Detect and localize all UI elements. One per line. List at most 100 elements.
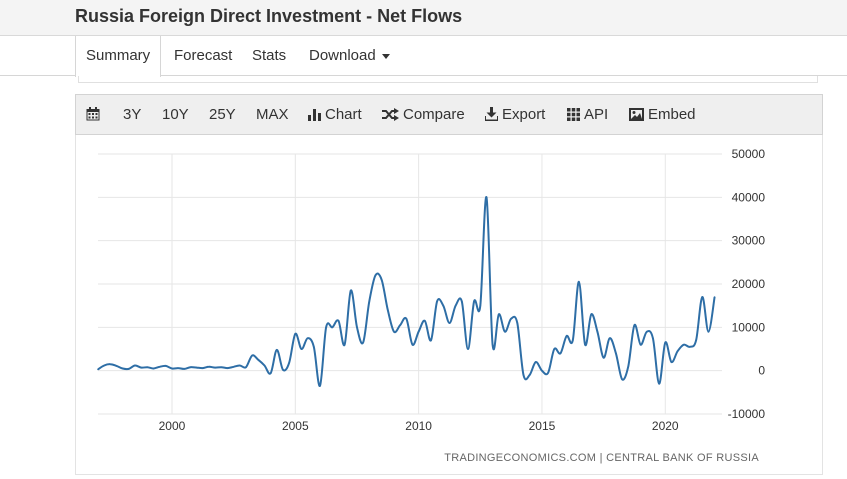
data-point [195,366,198,369]
y-tick-label: 20000 [732,277,766,291]
chart-type-label: Chart [325,106,362,123]
tab-stats[interactable]: Stats [252,47,287,64]
compare-button[interactable]: Compare [382,95,465,134]
chart-toolbar: 3Y 10Y 25Y MAX Chart Compare Export [75,94,823,135]
data-point [664,341,667,344]
range-max-button[interactable]: MAX [256,106,289,123]
grid-icon [567,107,580,121]
data-point [670,361,673,363]
data-point [146,366,149,369]
data-point [707,330,710,333]
data-point [337,320,340,322]
data-point [134,364,136,367]
data-point [282,369,284,371]
data-point [313,346,315,348]
data-point [695,339,697,342]
data-point [516,322,519,324]
summary-panel-edge [78,76,818,83]
data-point [152,367,155,370]
data-point [109,363,112,366]
data-point [115,365,118,367]
data-point [121,367,124,370]
page-header: Russia Foreign Direct Investment - Net F… [0,0,847,36]
data-point [473,300,475,303]
data-point [319,385,321,387]
data-point [547,372,549,374]
data-point [263,364,266,367]
data-point [590,313,593,316]
data-point [417,330,420,333]
data-point [239,364,241,367]
data-point [652,337,654,340]
data-point [646,330,648,333]
data-point [596,330,599,333]
data-point [350,289,352,292]
y-tick-label: 40000 [732,190,766,204]
data-point [380,278,383,281]
data-point [97,368,99,371]
y-tick-label: 10000 [732,320,766,334]
tab-download[interactable]: Download [309,36,390,76]
bar-chart-icon [308,108,321,121]
x-tick-label: 2010 [405,419,432,433]
data-point [202,367,204,369]
data-point [658,382,660,385]
data-point [498,313,500,316]
shuffle-icon [382,107,399,121]
y-axis: 50000 40000 30000 20000 10000 0 -10000 [728,147,766,421]
x-tick-label: 2005 [282,419,309,433]
data-point [387,309,389,311]
data-point [701,296,704,298]
chart-series-layer [97,196,716,387]
data-point [676,350,679,353]
range-3y-button[interactable]: 3Y [123,106,142,123]
x-tick-label: 2020 [652,419,679,433]
data-point [189,366,192,369]
chart-panel [75,135,823,475]
tab-summary[interactable]: Summary [75,36,162,77]
chart-grid [98,153,722,415]
data-point [454,304,457,307]
y-tick-label: -10000 [728,407,766,421]
data-point [232,366,235,368]
range-25y-button[interactable]: 25Y [209,106,236,123]
embed-button[interactable]: Embed [629,95,696,134]
embed-label: Embed [648,106,696,123]
data-point [165,365,167,367]
data-point [294,333,297,335]
calendar-button[interactable] [86,95,104,134]
data-point [276,349,278,351]
data-point [633,324,636,327]
chart-source-credit: TRADINGECONOMICS.COM | CENTRAL BANK OF R… [444,452,759,464]
data-point [627,365,630,368]
data-point [621,378,623,381]
export-button[interactable]: Export [484,95,545,134]
data-point [177,367,179,369]
data-point [467,348,469,350]
data-point [269,372,272,375]
data-point [510,317,512,320]
data-point [128,368,130,370]
data-point [257,359,260,361]
data-point [639,343,642,346]
data-point [171,367,173,370]
api-label: API [584,106,609,123]
data-point [158,366,161,368]
api-button[interactable]: API [567,95,608,134]
data-point [331,326,334,329]
y-tick-label: 30000 [732,234,766,248]
image-icon [629,107,644,121]
tab-forecast[interactable]: Forecast [174,47,233,64]
data-point [325,326,327,329]
data-point [559,352,562,355]
data-point [306,337,309,340]
data-point [713,296,716,298]
x-axis: 2000 2005 2010 2015 2020 [159,419,679,433]
data-point [405,317,408,320]
chart-type-button[interactable]: Chart [308,95,362,134]
data-point [683,343,685,346]
data-point [424,320,426,322]
data-point [140,366,142,369]
range-10y-button[interactable]: 10Y [162,106,189,123]
